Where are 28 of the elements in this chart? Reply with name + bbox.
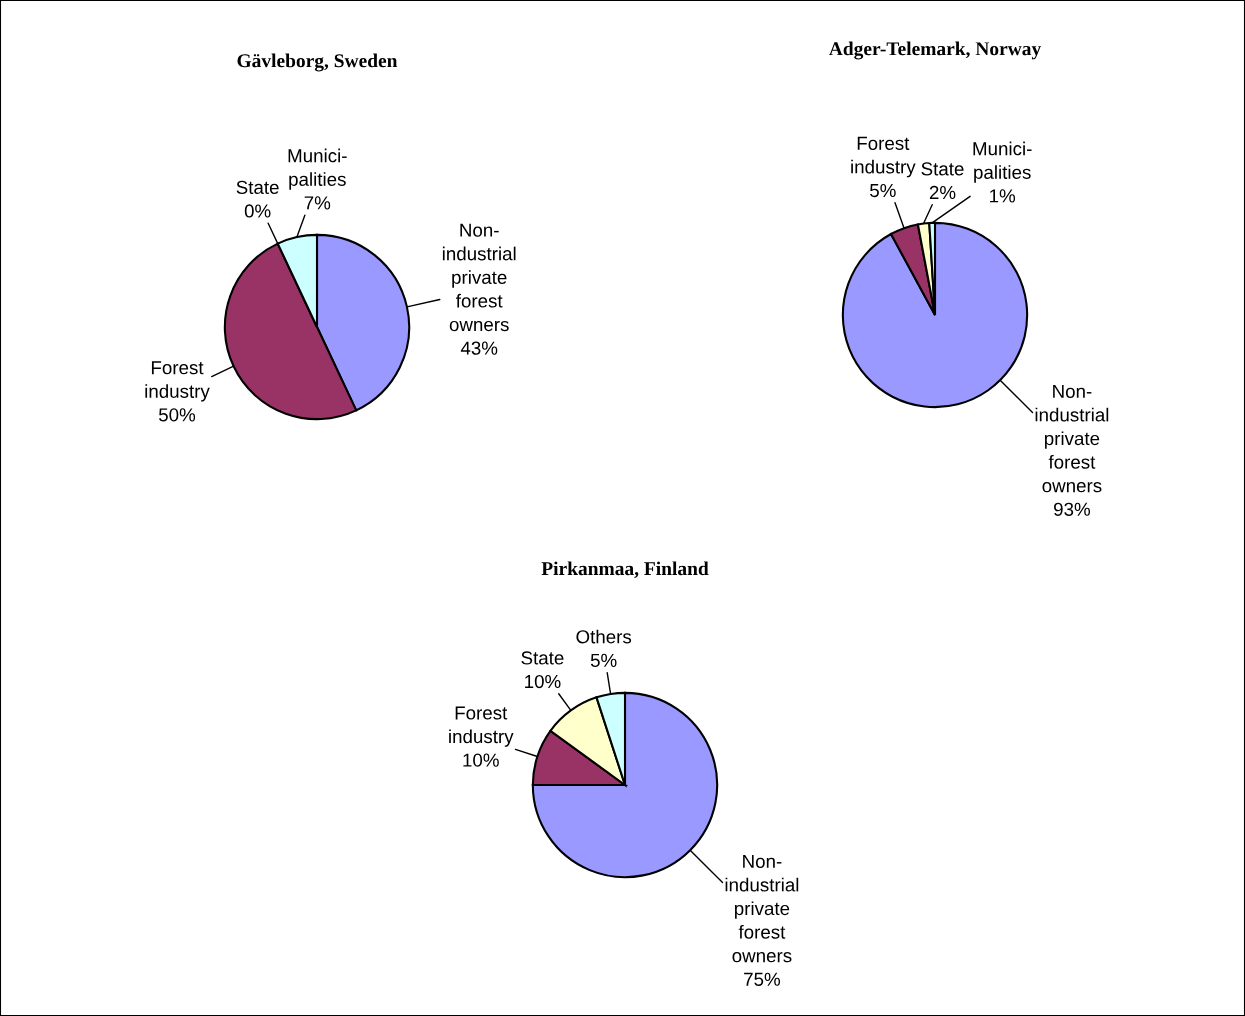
slice-label: Non- industrial private forest owners — [442, 223, 516, 332]
category-label: State — [236, 180, 279, 195]
chart-title: Adger-Telemark, Norway — [828, 41, 1042, 60]
slice-label: Others — [576, 629, 632, 644]
chart-title: Gävleborg, Sweden — [237, 53, 398, 72]
data-label: 2% — [929, 185, 956, 200]
slice-label: Forest industry — [145, 361, 210, 402]
chart-title: Pirkanmaa, Finland — [541, 561, 709, 578]
pie-slice — [531, 691, 719, 879]
data-label: 10% — [463, 753, 499, 767]
slice-label: Munici- palities — [973, 141, 1032, 183]
data-label: 5% — [590, 653, 617, 668]
data-label: 50% — [158, 408, 196, 422]
slice-label: State — [521, 651, 564, 665]
slice-label: Forest industry — [851, 136, 916, 178]
data-label: 43% — [460, 341, 498, 355]
data-label: 7% — [304, 196, 331, 210]
slice-label: Munici- palities — [288, 148, 347, 190]
data-label: 93% — [1054, 502, 1091, 516]
data-label: 75% — [744, 972, 781, 986]
data-label: 10% — [525, 674, 561, 689]
data-label: 5% — [870, 183, 896, 198]
slice-label: Non- industrial private forest owners — [1035, 384, 1109, 493]
slice-label: Forest industry — [449, 706, 514, 747]
text: 0% — [244, 204, 271, 218]
data-label: 1% — [990, 189, 1016, 203]
slice-label: State — [921, 162, 964, 176]
slice-label: Non- industrial private forest owners — [725, 854, 799, 963]
